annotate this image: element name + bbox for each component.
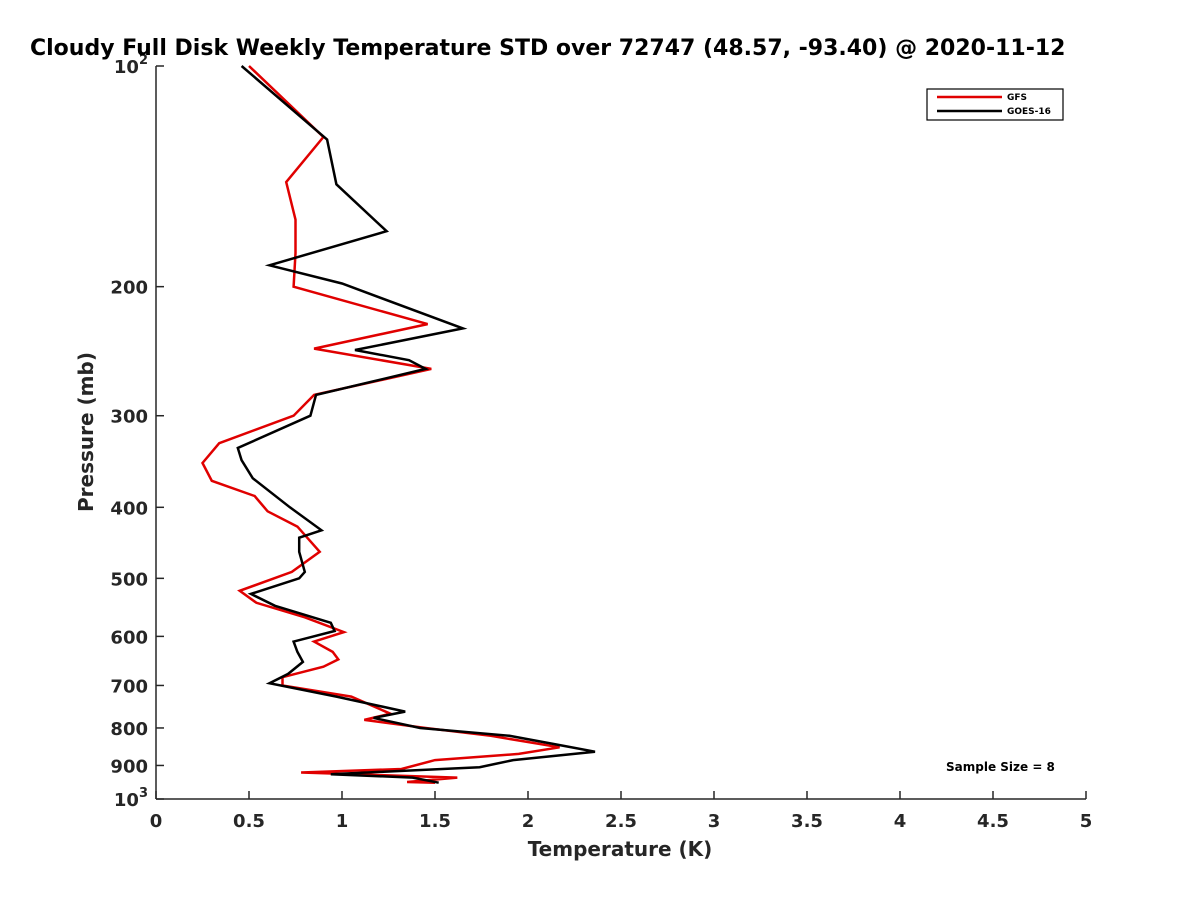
x-tick-label: 1.5 [419,811,451,832]
y-tick-label: 200 [110,278,148,299]
y-tick-label: 800 [110,719,148,740]
x-tick-label: 5 [1080,811,1093,832]
x-tick-label: 2 [522,811,535,832]
y-tick-label: 103 [114,786,148,811]
series-line-gfs [201,65,560,784]
y-tick-label: 700 [110,676,148,697]
x-tick-label: 0 [150,811,163,832]
y-tick-label: 400 [110,498,148,519]
x-axis-label: Temperature (K) [528,837,713,861]
y-tick-label: 500 [110,569,148,590]
x-tick-label: 3.5 [791,811,823,832]
x-axis-ticks: 0 0.5 1 1.5 2 2.5 3 3.5 4 4.5 5 [150,791,1093,832]
series-line-goes16 [236,65,596,784]
x-tick-label: 4.5 [977,811,1009,832]
y-tick-label: 102 [114,53,148,78]
y-tick-label: 900 [110,756,148,777]
legend-label-goes16: GOES-16 [1007,107,1051,117]
sample-size-annotation: Sample Size = 8 [946,760,1055,774]
legend-label-gfs: GFS [1007,93,1027,103]
x-tick-label: 0.5 [233,811,265,832]
x-tick-label: 1 [336,811,349,832]
legend: GFS GOES-16 [926,88,1064,121]
x-tick-label: 2.5 [605,811,637,832]
chart-title: Cloudy Full Disk Weekly Temperature STD … [30,36,1065,61]
series-layer [201,65,596,784]
legend-box [926,88,1064,121]
y-axis-label: Pressure (mb) [74,352,98,512]
y-tick-label: 300 [110,407,148,428]
x-tick-label: 4 [894,811,907,832]
x-tick-label: 3 [708,811,721,832]
y-axis-ticks: 102 200 300 400 500 600 700 800 900 103 [110,53,164,811]
y-tick-label: 600 [110,627,148,648]
